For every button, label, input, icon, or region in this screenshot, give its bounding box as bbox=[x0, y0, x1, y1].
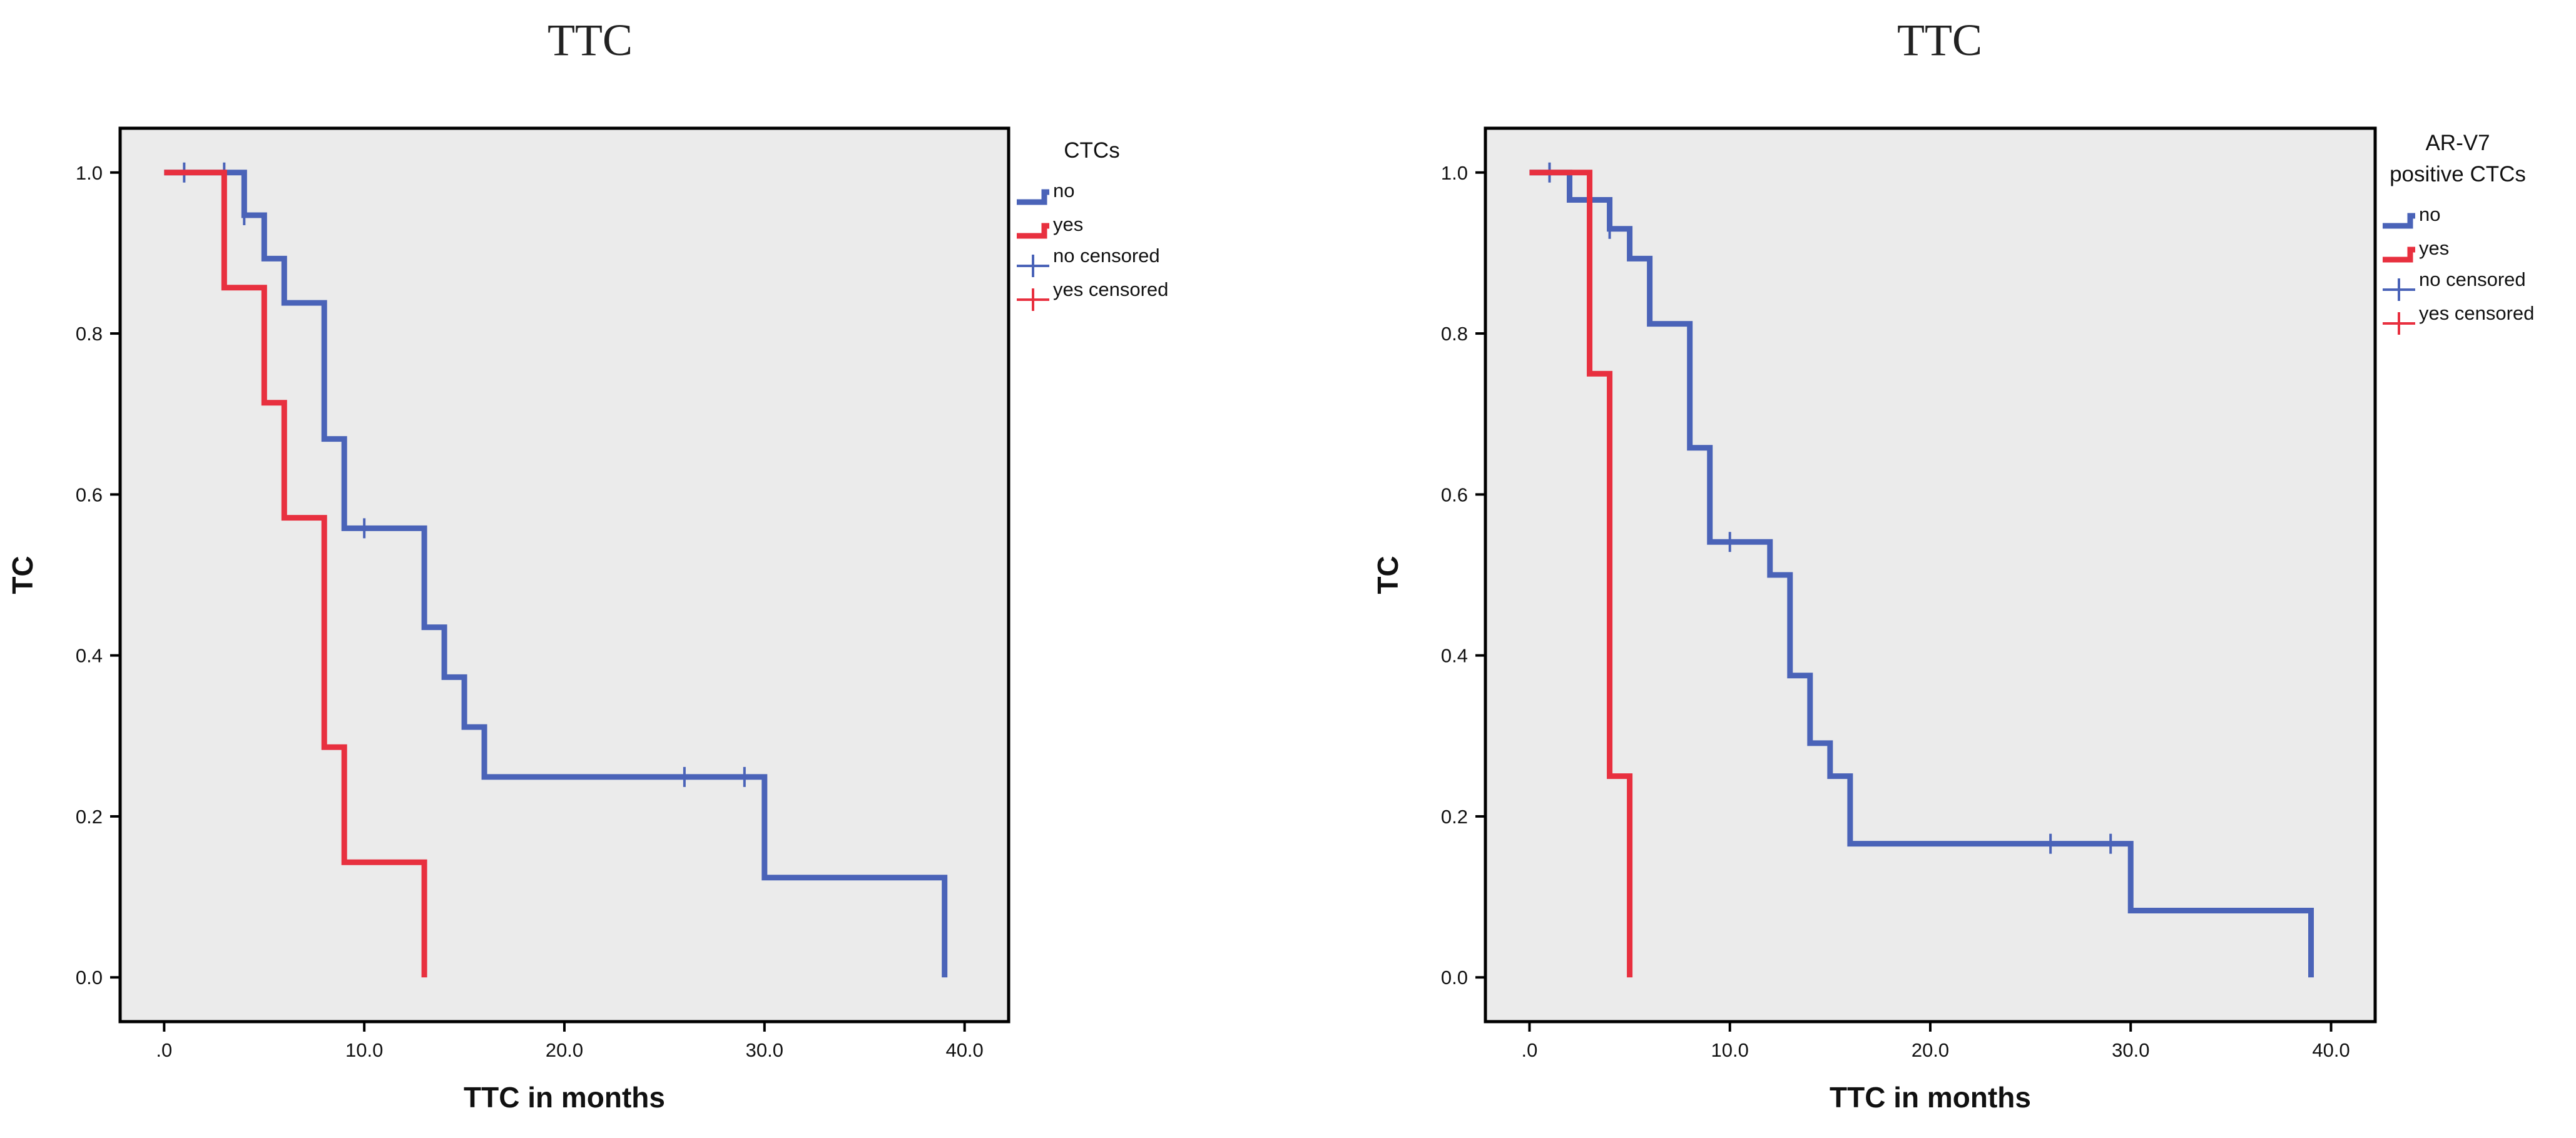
y-tick-label: 0.0 bbox=[1441, 967, 1468, 988]
y-tick-label: 1.0 bbox=[1441, 162, 1468, 184]
chart-panel-1: TTC 0.0 0.2 0.4 0.6 0.8 1.0 .0 10.0 20.0 30.0 40.0 T… bbox=[6, 15, 1168, 1114]
km-curve-no bbox=[164, 170, 948, 978]
legend-label: yes bbox=[1053, 213, 1083, 235]
y-tick-label: 0.2 bbox=[1441, 806, 1468, 828]
km-curve-no bbox=[1529, 170, 2314, 978]
legend-label: yes bbox=[2419, 237, 2449, 259]
plot-area bbox=[118, 126, 1011, 1024]
legend-label: no bbox=[2419, 203, 2440, 225]
y-axis-label: TC bbox=[1372, 556, 1404, 594]
legend-label: yes censored bbox=[2419, 302, 2534, 324]
km-curve-yes bbox=[1529, 170, 1633, 978]
legend-title: AR-V7 bbox=[2425, 131, 2490, 155]
y-tick-label: 0.4 bbox=[76, 645, 103, 667]
x-axis-label: TTC in months bbox=[1830, 1081, 2031, 1114]
legend-label: no bbox=[1053, 180, 1074, 201]
y-tick-label: 0.6 bbox=[76, 484, 103, 505]
y-tick-label: 0.6 bbox=[1441, 484, 1468, 505]
x-tick-label: .0 bbox=[1522, 1039, 1538, 1061]
chart-title: TTC bbox=[1897, 15, 1982, 65]
y-tick-label: 0.8 bbox=[76, 323, 103, 345]
x-tick-label: 40.0 bbox=[945, 1039, 983, 1061]
y-tick-label: 0.8 bbox=[1441, 323, 1468, 345]
x-axis-label: TTC in months bbox=[464, 1081, 665, 1114]
y-tick-label: 1.0 bbox=[76, 162, 103, 184]
x-tick-label: 10.0 bbox=[345, 1039, 383, 1061]
y-tick-label: 0.4 bbox=[1441, 645, 1468, 667]
legend-line-marker bbox=[1017, 189, 1049, 205]
x-tick-label: 20.0 bbox=[546, 1039, 583, 1061]
x-tick-label: 30.0 bbox=[2112, 1039, 2149, 1061]
legend-label: no censored bbox=[2419, 268, 2526, 290]
y-tick-label: 0.2 bbox=[76, 806, 103, 828]
legend-title: positive CTCs bbox=[2390, 162, 2526, 186]
chart-panel-2: TTC 0.0 0.2 0.4 0.6 0.8 1.0 .0 10.0 20.0 30.0 40.0 T… bbox=[1372, 15, 2534, 1114]
x-tick-label: 30.0 bbox=[746, 1039, 783, 1061]
x-tick-label: 10.0 bbox=[1711, 1039, 1749, 1061]
plot-area bbox=[1484, 126, 2377, 1024]
legend-title: CTCs bbox=[1064, 138, 1119, 163]
chart-title: TTC bbox=[547, 15, 633, 65]
x-tick-label: 20.0 bbox=[1912, 1039, 1949, 1061]
legend-label: yes censored bbox=[1053, 278, 1168, 300]
legend-line-marker bbox=[1017, 223, 1049, 239]
x-tick-label: 40.0 bbox=[2312, 1039, 2349, 1061]
legend-line-marker bbox=[2383, 213, 2415, 229]
x-tick-label: .0 bbox=[156, 1039, 172, 1061]
legend-label: no censored bbox=[1053, 245, 1160, 267]
y-tick-label: 0.0 bbox=[76, 967, 103, 988]
chart-panels: TTC 0.0 0.2 0.4 0.6 0.8 1.0 .0 10.0 20.0 30.0 40.0 T… bbox=[6, 15, 2534, 1114]
legend-line-marker bbox=[2383, 246, 2415, 263]
y-axis-label: TC bbox=[6, 556, 39, 594]
km-curve-yes bbox=[164, 170, 427, 978]
